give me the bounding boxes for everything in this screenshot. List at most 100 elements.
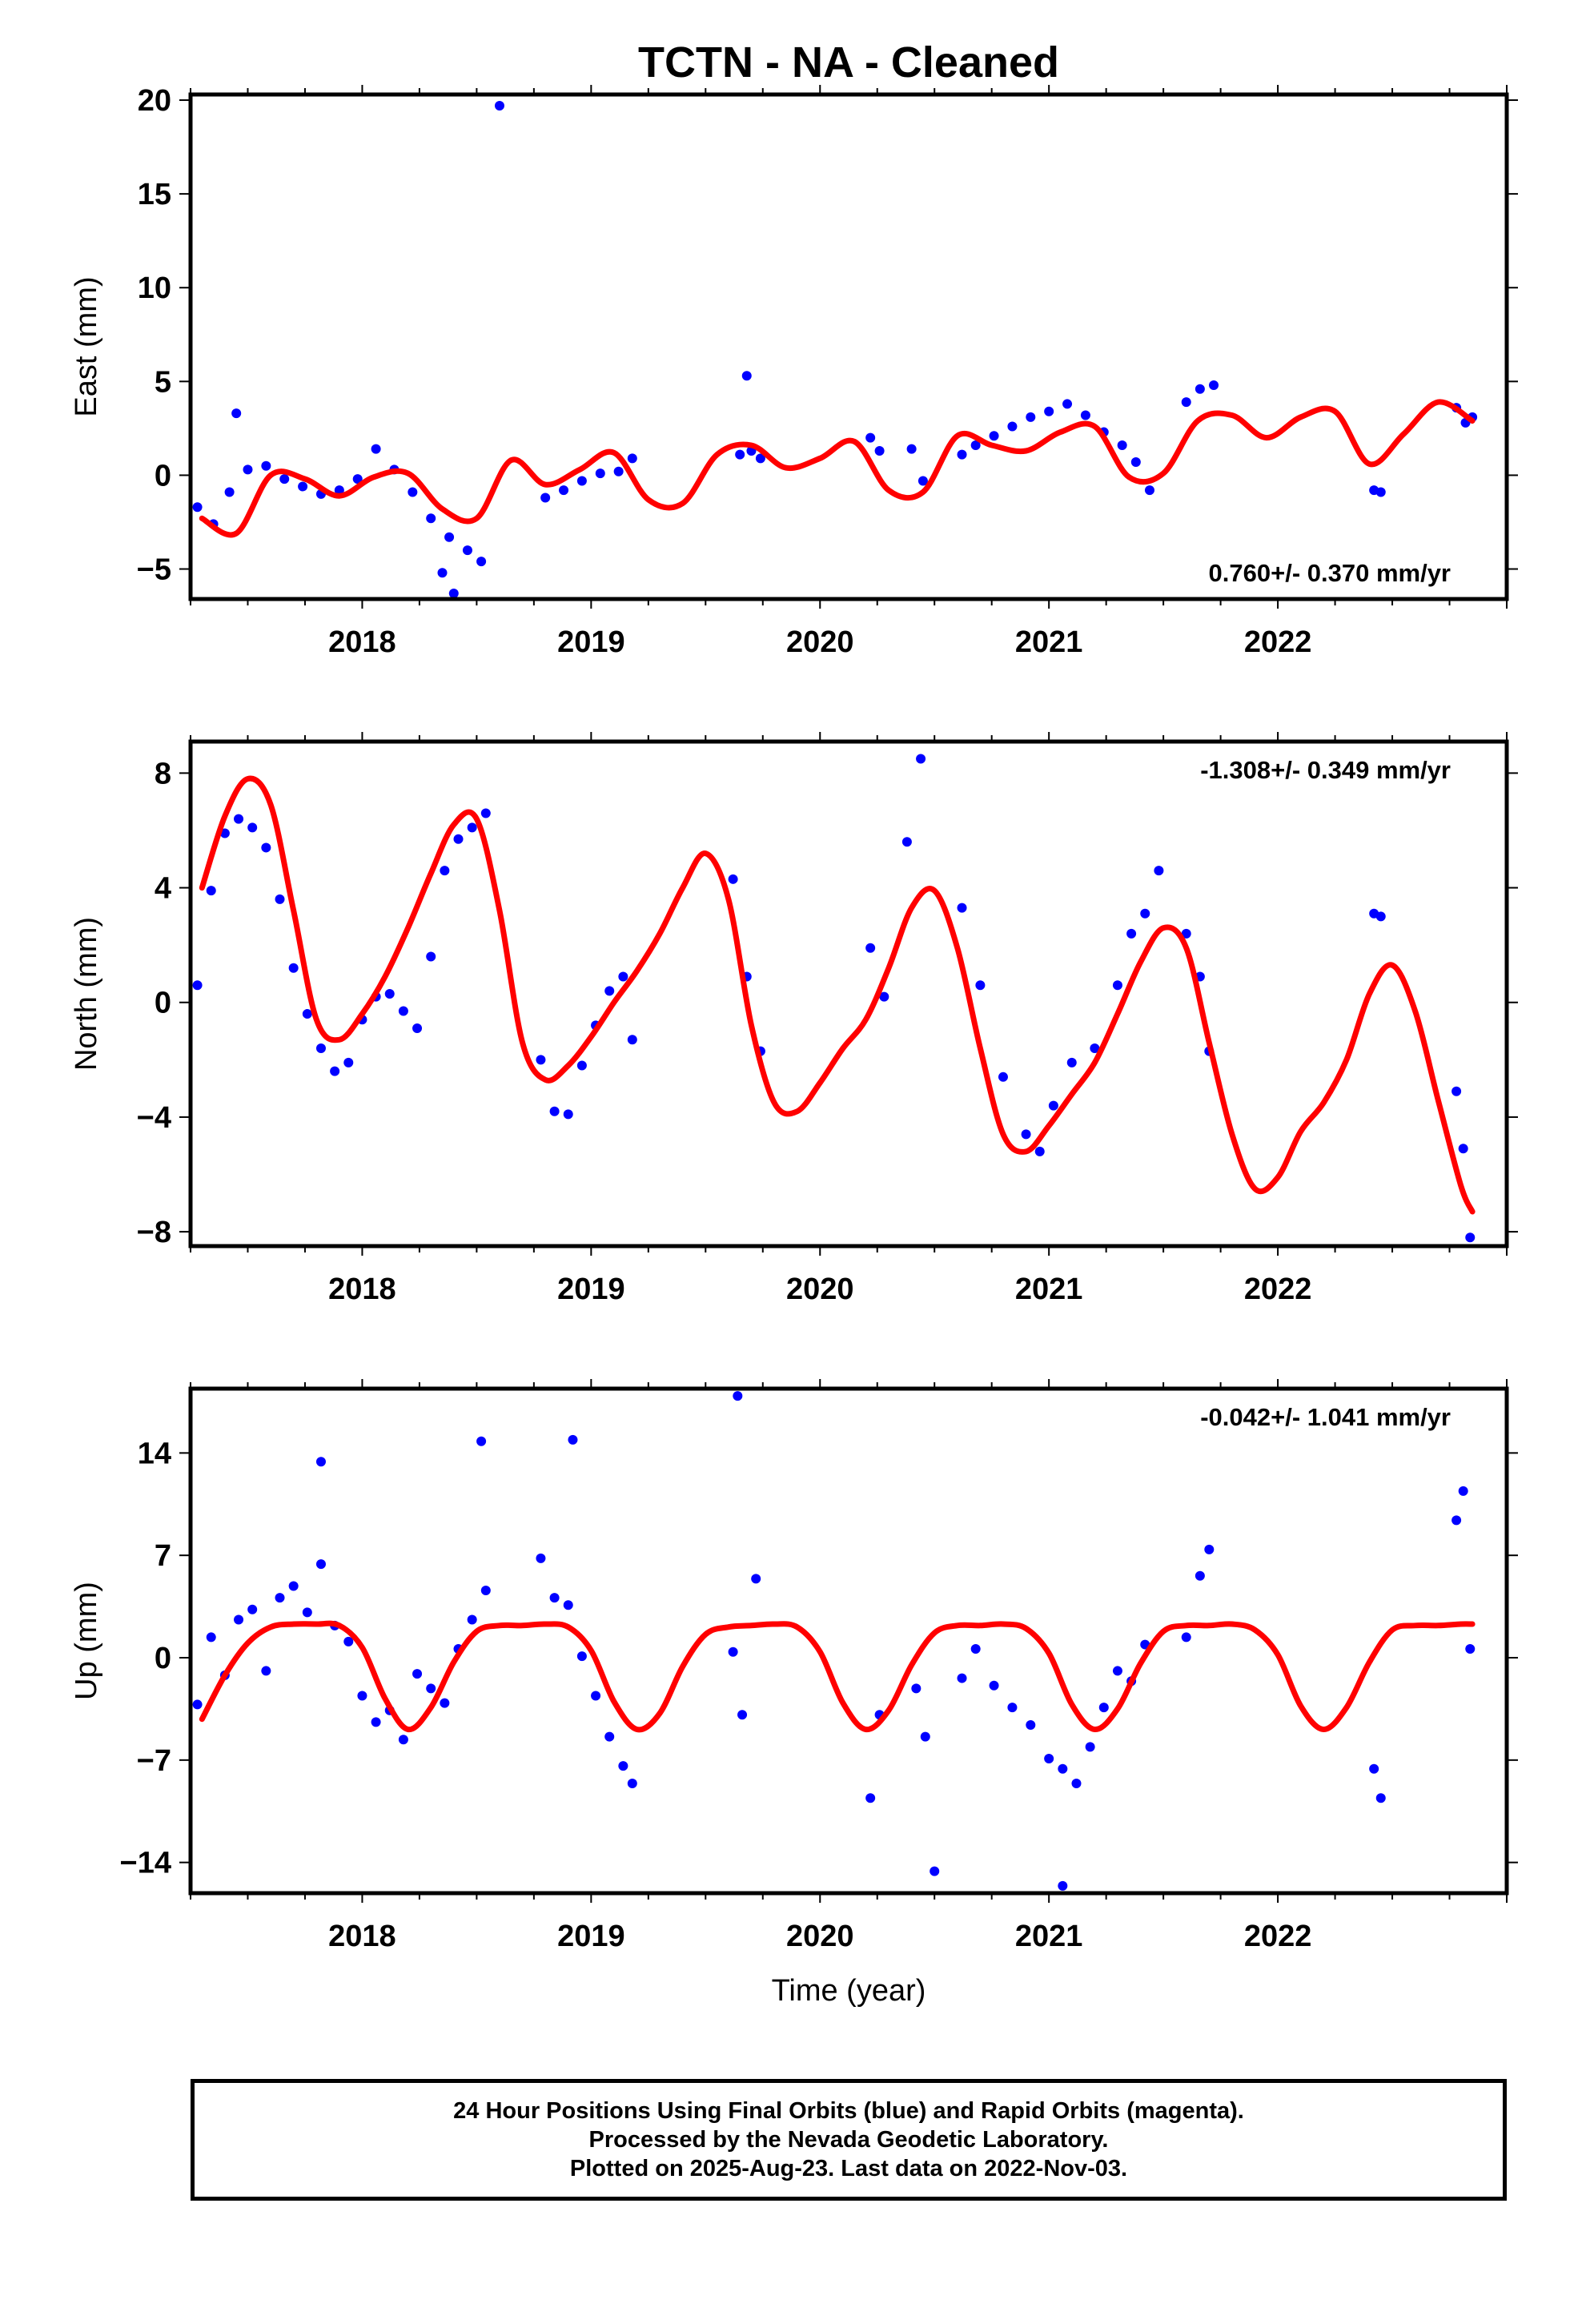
east-data-point	[1375, 487, 1386, 497]
up-data-point	[957, 1673, 967, 1683]
up-x-tick-label: 2018	[328, 1920, 396, 1953]
east-data-point	[426, 513, 436, 524]
east-data-point	[1117, 440, 1127, 450]
east-data-point	[613, 466, 624, 476]
north-data-point	[440, 866, 450, 876]
east-y-axis-label: East (mm)	[70, 276, 103, 416]
east-y-tick-label: 0	[155, 459, 171, 493]
east-data-point	[261, 460, 271, 471]
north-data-point	[302, 1009, 312, 1019]
east-x-tick-label: 2021	[1015, 625, 1083, 659]
north-data-point	[1181, 928, 1191, 939]
up-data-point	[576, 1651, 587, 1662]
east-data-point	[371, 444, 381, 454]
east-data-point	[741, 371, 752, 381]
north-data-point	[618, 971, 628, 982]
north-data-point	[453, 834, 464, 844]
east-data-point	[352, 474, 363, 485]
up-data-point	[192, 1699, 203, 1710]
north-data-point	[901, 837, 912, 847]
north-data-point	[398, 1006, 408, 1016]
east-data-point	[224, 487, 235, 497]
figure-title: TCTN - NA - Cleaned	[638, 38, 1059, 86]
up-plot-area	[192, 1391, 1476, 1891]
north-data-point	[879, 991, 889, 1002]
east-x-tick-label: 2018	[328, 625, 396, 659]
up-data-point	[604, 1731, 615, 1742]
north-data-point	[315, 1043, 326, 1054]
east-data-point	[957, 449, 967, 460]
up-x-tick-label: 2021	[1015, 1920, 1083, 1953]
north-x-tick-label: 2020	[786, 1273, 854, 1306]
east-data-point	[1044, 406, 1054, 416]
up-data-point	[247, 1604, 258, 1614]
up-data-point	[536, 1553, 546, 1563]
east-data-point	[906, 444, 917, 454]
up-data-point	[412, 1669, 423, 1679]
up-data-point	[398, 1735, 408, 1745]
east-data-point	[476, 557, 487, 567]
east-data-point	[755, 453, 765, 464]
east-data-point	[989, 431, 999, 441]
north-y-tick-label: −8	[137, 1216, 171, 1249]
up-data-point	[426, 1683, 436, 1694]
east-model-curve	[199, 399, 1476, 538]
up-data-point	[206, 1632, 216, 1642]
north-data-point	[975, 980, 986, 991]
east-data-point	[437, 568, 448, 578]
up-data-point	[234, 1614, 244, 1625]
up-y-tick-label: 14	[138, 1437, 171, 1470]
up-data-point	[549, 1593, 560, 1603]
north-data-point	[247, 822, 258, 833]
up-data-point	[1465, 1644, 1476, 1655]
north-data-point	[1458, 1144, 1468, 1154]
up-data-point	[591, 1691, 601, 1701]
up-data-point	[288, 1581, 299, 1591]
east-data-point	[192, 502, 203, 513]
east-data-point	[1195, 384, 1205, 394]
north-data-point	[1452, 1086, 1462, 1096]
east-data-point	[576, 476, 587, 486]
east-data-point	[735, 449, 745, 460]
east-rate-annotation: 0.760+/- 0.370 mm/yr	[1209, 559, 1451, 587]
up-y-tick-label: 0	[155, 1642, 171, 1675]
up-data-point	[315, 1559, 326, 1570]
north-data-point	[206, 886, 216, 896]
north-data-point	[998, 1072, 1008, 1082]
up-data-point	[618, 1761, 628, 1771]
north-data-point	[1048, 1100, 1058, 1111]
up-data-point	[865, 1793, 876, 1803]
north-data-point	[480, 808, 491, 818]
up-data-point	[989, 1680, 999, 1691]
north-data-point	[234, 814, 244, 824]
north-data-point	[467, 822, 477, 833]
east-data-point	[243, 464, 253, 475]
east-data-point	[595, 468, 605, 479]
north-x-tick-label: 2018	[328, 1273, 396, 1306]
east-data-point	[1026, 412, 1036, 422]
east-y-tick-label: −5	[137, 553, 171, 587]
east-x-tick-label: 2020	[786, 625, 854, 659]
up-model-curve	[199, 1620, 1476, 1733]
east-plot-area	[192, 101, 1478, 598]
up-data-point	[1098, 1703, 1109, 1713]
east-data-point	[408, 487, 418, 497]
east-data-point	[334, 485, 344, 496]
up-data-point	[930, 1866, 940, 1876]
up-frame	[188, 1386, 1509, 1896]
north-x-tick-label: 2021	[1015, 1273, 1083, 1306]
up-data-point	[1195, 1570, 1205, 1581]
east-panel: 2018 2019 2020 2021 2022 −5 0 5 10 15 20 East (mm) 0…	[70, 84, 1518, 659]
footer-caption-box: 24 Hour Positions Using Final Orbits (bl…	[191, 2079, 1507, 2201]
north-y-axis-label: North (mm)	[70, 917, 103, 1071]
up-data-point	[343, 1636, 354, 1647]
north-data-point	[865, 943, 876, 953]
north-data-point	[728, 874, 738, 884]
x-axis-label: Time (year)	[772, 1974, 926, 2008]
north-frame	[188, 739, 1509, 1248]
north-x-tick-label: 2019	[557, 1273, 625, 1306]
east-data-point	[1144, 485, 1154, 496]
up-x-tick-label: 2022	[1244, 1920, 1312, 1953]
north-data-point	[536, 1055, 546, 1065]
east-data-point	[1007, 421, 1018, 432]
